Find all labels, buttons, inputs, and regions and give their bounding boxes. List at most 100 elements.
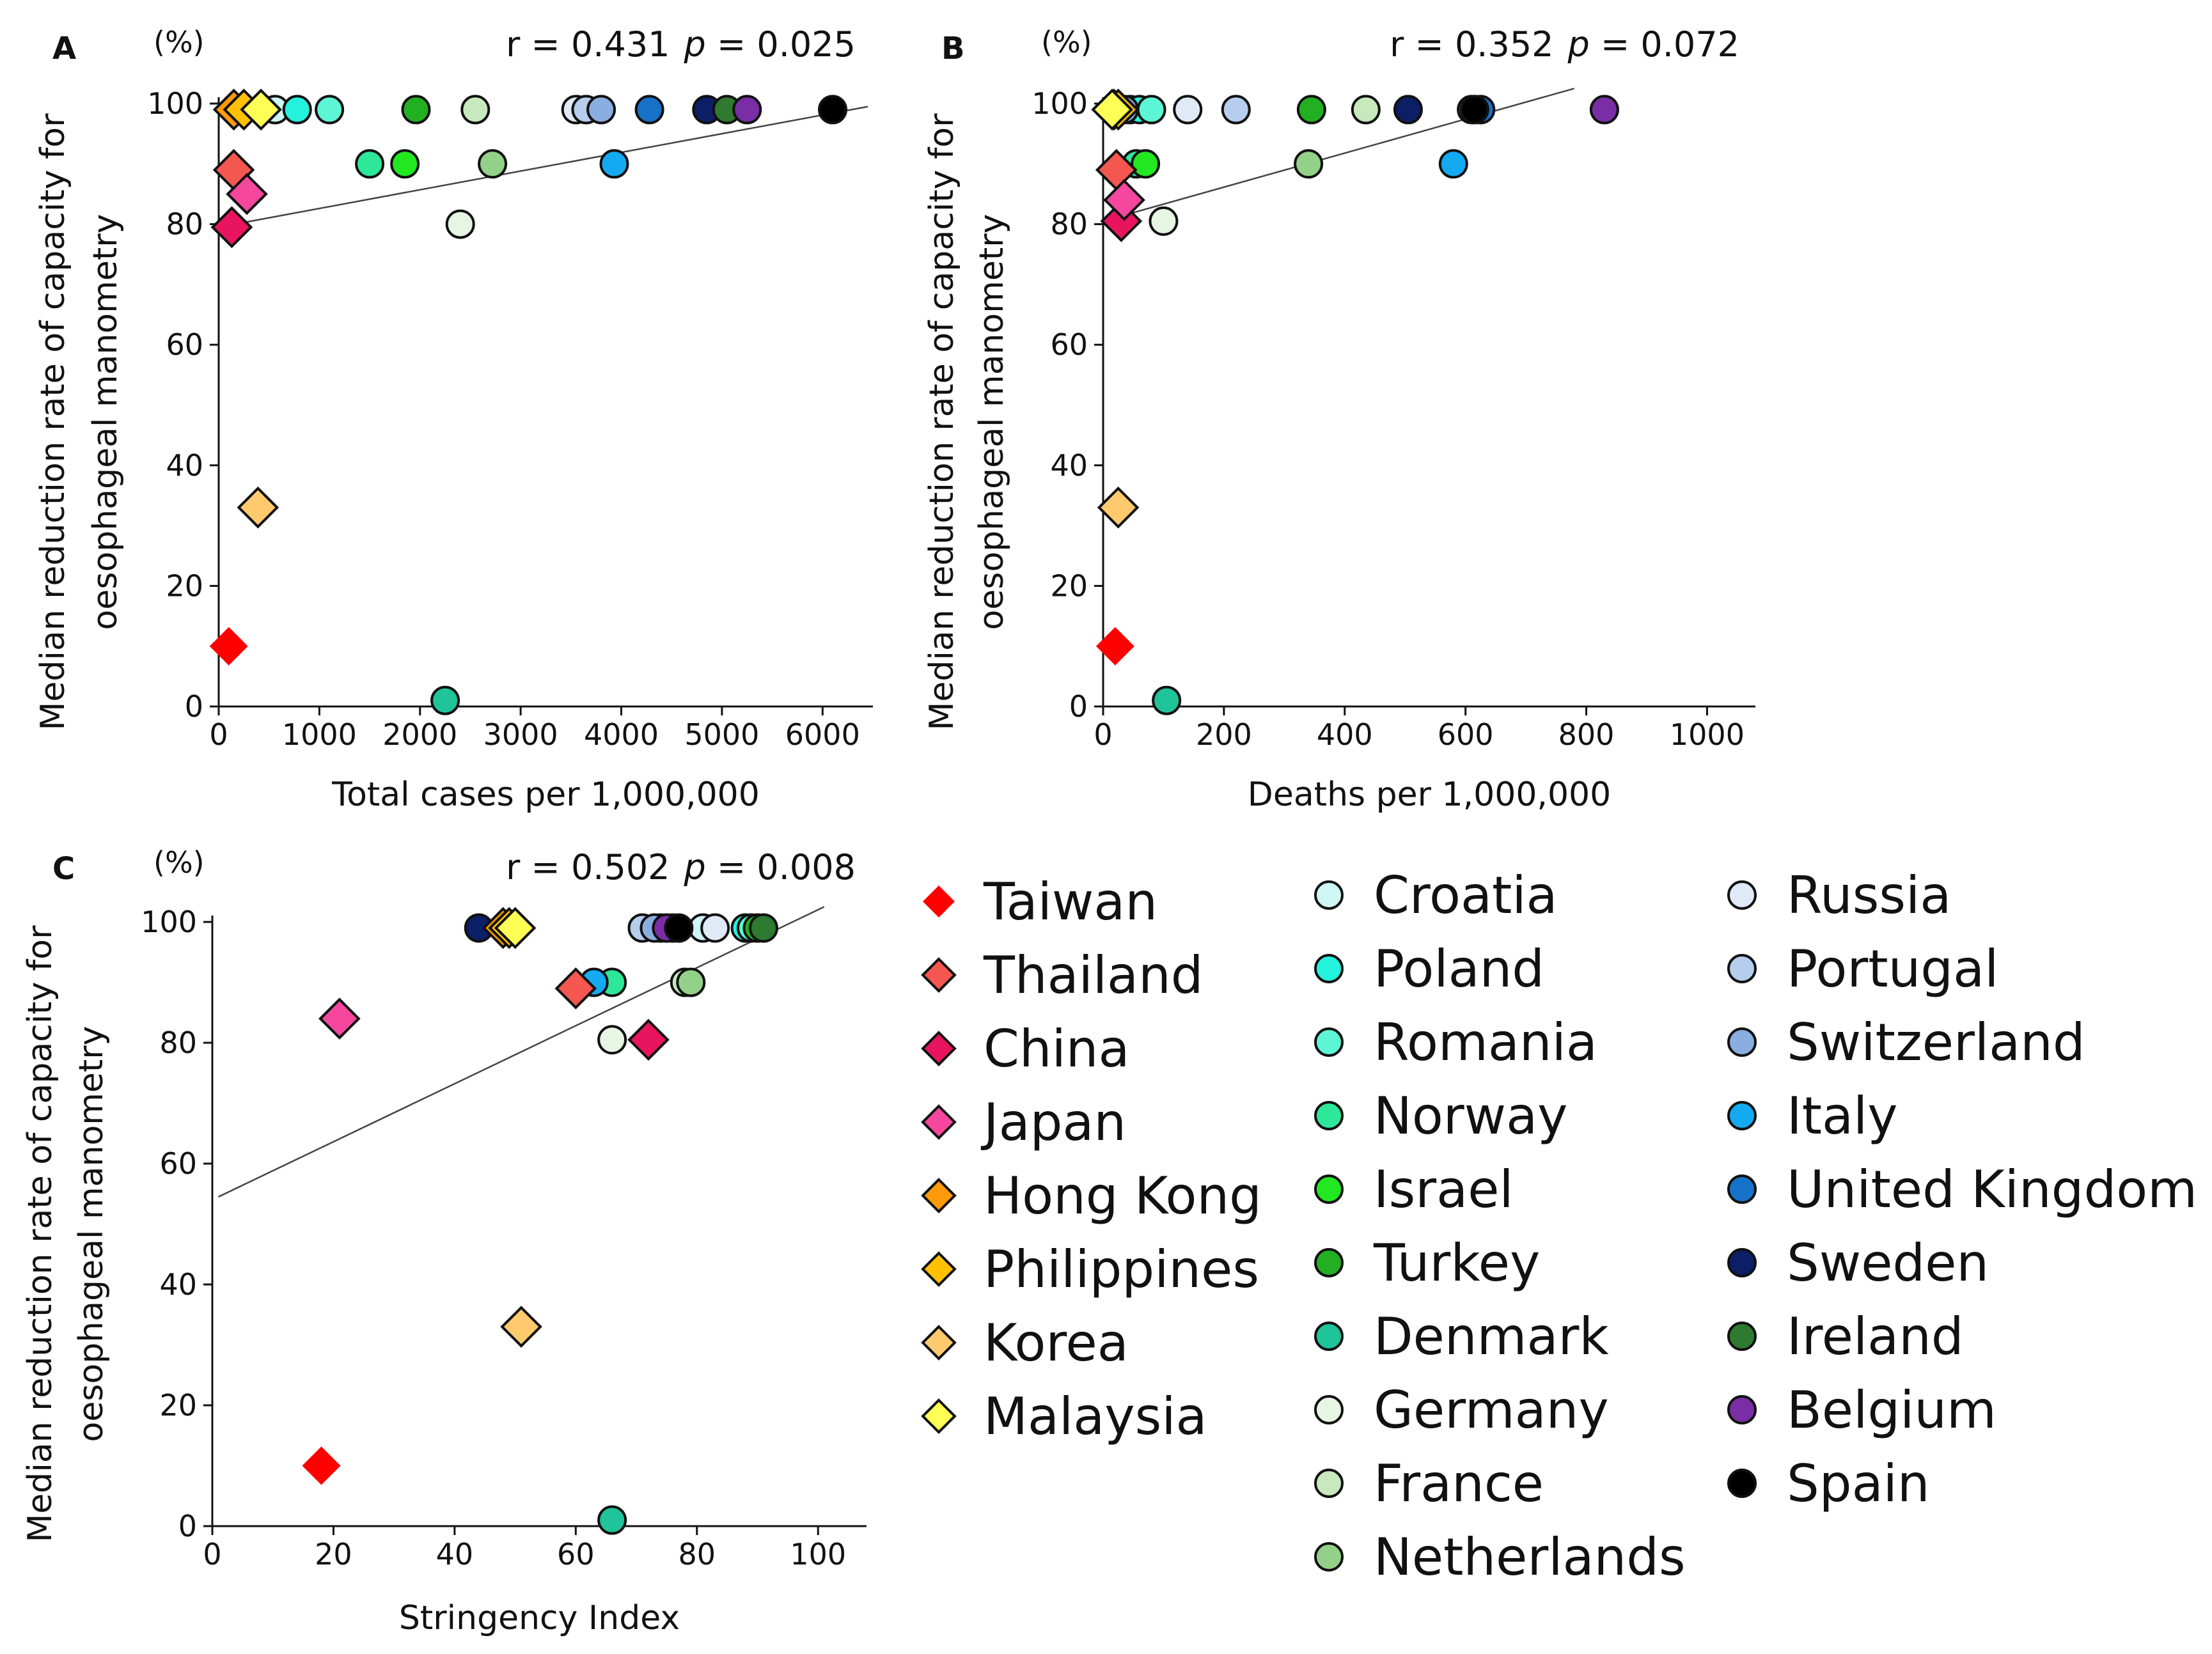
legend-label: Poland: [1374, 939, 1544, 999]
y-tick-label: 0: [185, 689, 203, 724]
point-netherlands: [1294, 149, 1324, 179]
y-tick-label: 100: [141, 905, 197, 939]
stat-p-symbol: p: [1567, 24, 1590, 65]
legend-label: United Kingdom: [1787, 1160, 2197, 1219]
point-netherlands: [478, 149, 508, 179]
y-tick-label: 80: [159, 1026, 197, 1060]
y-axis-title-line1: Median reduction rate of capacity for: [34, 113, 72, 731]
legend-label: Russia: [1787, 866, 1951, 925]
y-axis-title-line2: oesophageal manometry: [973, 214, 1011, 630]
y-tick-label: 20: [159, 1388, 197, 1423]
legend-marker-circle: [1727, 1395, 1757, 1424]
y-unit-label: (%): [153, 25, 205, 59]
x-tick-label: 3000: [483, 717, 558, 752]
legend-label: Croatia: [1374, 866, 1558, 925]
stat-r: r = 0.502: [506, 847, 670, 887]
x-tick-label: 20: [315, 1537, 352, 1572]
legend-item-poland: Poland: [1314, 939, 1544, 999]
legend-item-malaysia: Malaysia: [921, 1387, 1207, 1446]
correlation-stat: r = 0.431 p = 0.025: [506, 24, 856, 65]
stat-p-symbol: p: [684, 24, 706, 65]
legend-item-turkey: Turkey: [1314, 1233, 1540, 1293]
legend-item-germany: Germany: [1314, 1380, 1609, 1440]
point-china: [627, 1018, 670, 1061]
point-spain: [664, 913, 694, 943]
legend-marker-diamond: [921, 1251, 957, 1287]
legend-marker-circle: [1727, 1322, 1757, 1351]
point-korea: [237, 486, 279, 529]
point-italy: [599, 149, 629, 179]
legend-label: Spain: [1787, 1454, 1930, 1513]
legend-label: Belgium: [1787, 1380, 1996, 1440]
legend-item-belgium: Belgium: [1727, 1380, 1996, 1440]
legend-label: Japan: [980, 1093, 1126, 1152]
point-denmark: [597, 1505, 627, 1535]
stat-p-value: = 0.072: [1590, 24, 1739, 65]
legend-marker-circle: [1314, 954, 1344, 983]
legend-marker-circle: [1727, 880, 1757, 910]
legend-label: Sweden: [1787, 1233, 1989, 1293]
point-romania: [315, 95, 345, 125]
point-malaysia: [494, 907, 537, 949]
y-axis-title-line1: Median reduction rate of capacity for: [923, 113, 961, 731]
legend-marker-circle: [1314, 1395, 1344, 1424]
x-tick-label: 400: [1317, 717, 1373, 752]
point-spain: [818, 95, 848, 125]
y-axis-title-line2: oesophageal manometry: [72, 1026, 111, 1442]
x-tick-label: 5000: [684, 717, 759, 752]
legend-marker-circle: [1314, 880, 1344, 910]
legend-item-france: France: [1314, 1454, 1544, 1513]
y-tick-label: 80: [1050, 207, 1088, 242]
point-netherlands: [676, 967, 706, 997]
legend-label: France: [1374, 1454, 1544, 1513]
panel-letter: C: [52, 851, 75, 887]
legend-label: Germany: [1374, 1380, 1609, 1440]
y-unit-label: (%): [153, 845, 205, 880]
legend-marker-circle: [1314, 1027, 1344, 1057]
point-norway: [355, 149, 385, 179]
point-thailand: [554, 967, 597, 1010]
x-tick-label: 40: [436, 1537, 474, 1572]
point-japan: [1103, 179, 1145, 221]
legend-marker-circle: [1314, 1542, 1344, 1572]
point-israel: [1131, 149, 1161, 179]
legend-marker-diamond: [921, 1325, 957, 1361]
point-ireland: [748, 913, 778, 943]
point-poland: [282, 95, 312, 125]
stat-p-value: = 0.025: [706, 24, 856, 65]
point-germany: [1149, 206, 1179, 236]
legend-item-united-kingdom: United Kingdom: [1727, 1160, 2197, 1219]
stat-p-value: = 0.008: [706, 847, 856, 887]
x-tick-label: 2000: [382, 717, 457, 752]
legend-marker-diamond: [921, 1104, 957, 1140]
x-tick-label: 600: [1438, 717, 1494, 752]
legend-marker-circle: [1314, 1469, 1344, 1498]
legend-marker-circle: [1727, 1469, 1757, 1498]
y-axis-title-line2: oesophageal manometry: [86, 214, 125, 630]
legend-label: Turkey: [1373, 1233, 1540, 1293]
legend-item-switzerland: Switzerland: [1727, 1013, 2085, 1072]
legend-label: Ireland: [1787, 1307, 1964, 1366]
point-taiwan: [1095, 627, 1134, 666]
legend-item-hong-kong: Hong Kong: [921, 1166, 1262, 1226]
legend-item-norway: Norway: [1314, 1086, 1567, 1146]
panel-letter: A: [52, 31, 76, 66]
y-tick-label: 20: [1050, 568, 1088, 603]
x-axis-title: Stringency Index: [399, 1599, 680, 1637]
correlation-stat: r = 0.352 p = 0.072: [1390, 24, 1739, 65]
legend-item-ireland: Ireland: [1727, 1307, 1964, 1366]
legend-label: Denmark: [1374, 1307, 1609, 1366]
point-portugal: [1221, 95, 1251, 125]
y-tick-label: 60: [159, 1146, 197, 1181]
legend-marker-circle: [1727, 954, 1757, 983]
point-israel: [390, 149, 420, 179]
x-tick-label: 0: [1094, 717, 1112, 752]
panel-letter: B: [941, 31, 965, 66]
legend-item-japan: Japan: [921, 1093, 1126, 1152]
legend-item-korea: Korea: [921, 1313, 1129, 1373]
point-france: [460, 95, 490, 125]
point-romania: [1136, 95, 1166, 125]
legend-item-croatia: Croatia: [1314, 866, 1558, 925]
panel-b-deaths: 0 200 400 600 800 1000 0 20 40 60 80 100 B (%) r = 0.3…: [923, 24, 1755, 814]
legend-marker-diamond: [921, 1031, 957, 1066]
